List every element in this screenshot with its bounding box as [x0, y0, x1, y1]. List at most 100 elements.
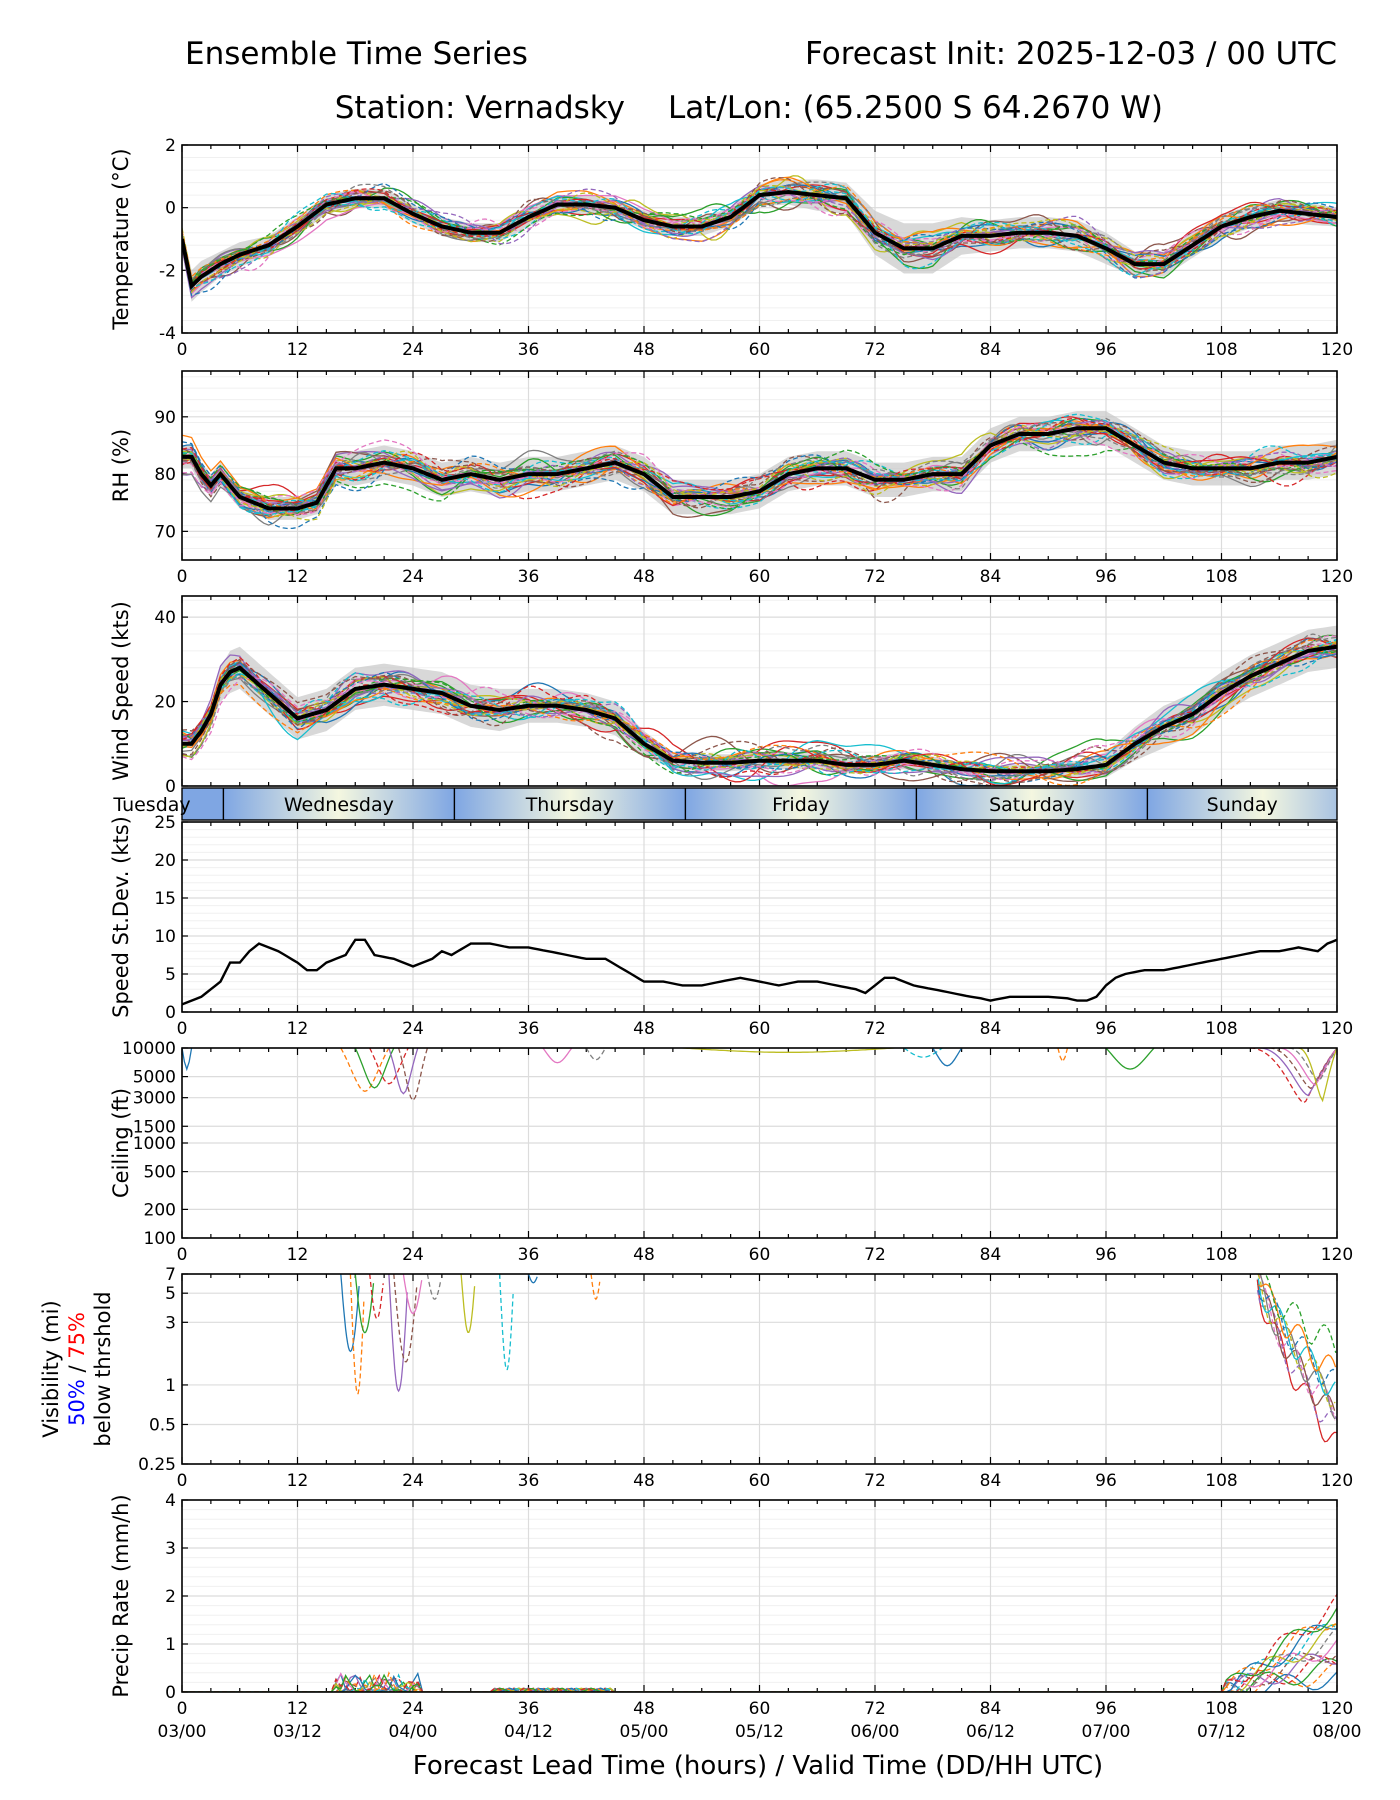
ceiling-x-tick-label: 108 — [1205, 1245, 1237, 1265]
visibility-late-member-2 — [1256, 1290, 1337, 1423]
ceiling-x-tick-label: 72 — [864, 1245, 886, 1265]
valid-time-label: 07/12 — [1197, 1722, 1246, 1742]
visibility-y-tick-label: 5 — [165, 1284, 176, 1304]
precip-member-13 — [182, 1607, 1337, 1692]
day-label-sunday: Sunday — [1207, 794, 1278, 816]
temperature-x-tick-label: 12 — [287, 340, 309, 360]
wind-member-21 — [182, 653, 1337, 783]
x-axis-label: Forecast Lead Time (hours) / Valid Time … — [413, 1751, 1103, 1781]
precip-x-tick-label: 108 — [1205, 1699, 1237, 1719]
visibility-member-11 — [527, 1274, 538, 1284]
rh-member-24 — [182, 417, 1337, 512]
visibility-member-4 — [369, 1274, 384, 1320]
temperature-plot — [182, 175, 1337, 302]
speed_sd-x-tick-label: 24 — [402, 1019, 424, 1039]
ceiling-y-tick-label: 1000 — [133, 1134, 176, 1154]
ceiling-member-17 — [1279, 1048, 1337, 1086]
temperature-y-tick-label: -2 — [159, 261, 176, 281]
temperature-x-tick-label: 36 — [518, 340, 540, 360]
speed_sd-x-tick-label: 96 — [1095, 1019, 1117, 1039]
rh-y-tick-label: 80 — [154, 465, 176, 485]
precip-x-tick-label: 0 — [177, 1699, 188, 1719]
visibility-ylabel: Visibility (mi) — [39, 1300, 63, 1437]
temperature-x-tick-label: 120 — [1321, 340, 1353, 360]
rh-x-tick-label: 120 — [1321, 567, 1353, 587]
visibility-late-member-9 — [1258, 1283, 1337, 1372]
visibility-late-member-10 — [1258, 1274, 1337, 1353]
ceiling-x-tick-label: 48 — [633, 1245, 655, 1265]
visibility-y-tick-label: 0.5 — [149, 1415, 176, 1435]
rh-x-tick-label: 36 — [518, 567, 540, 587]
day-band-fill — [1147, 788, 1337, 820]
vis-50-label: 50% — [65, 1379, 89, 1426]
visibility-late-member-8 — [1257, 1289, 1336, 1386]
speed_sd-y-tick-label: 25 — [154, 813, 176, 833]
visibility-x-tick-label: 36 — [518, 1471, 540, 1491]
day-band-segment: Saturday — [915, 788, 1148, 820]
day-label-wednesday: Wednesday — [284, 794, 394, 816]
day-band-segment: Friday — [684, 788, 917, 820]
ceiling-member-12 — [1057, 1048, 1069, 1063]
visibility-y-tick-label: 3 — [165, 1313, 176, 1333]
visibility-y-tick-label: 7 — [165, 1265, 176, 1285]
valid-time-label: 08/00 — [1313, 1722, 1362, 1742]
speed_sd-x-tick-label: 60 — [749, 1019, 771, 1039]
day-label-saturday: Saturday — [989, 794, 1075, 816]
speed_sd-y-tick-label: 5 — [165, 965, 176, 985]
visibility-member-3 — [354, 1274, 375, 1334]
visibility-ylabel-group: Visibility (mi) 50% / 75% below thrshold — [39, 1291, 115, 1446]
valid-time-label: 05/12 — [735, 1722, 784, 1742]
precip-frame — [181, 1499, 1338, 1693]
rh-x-tick-label: 96 — [1095, 567, 1117, 587]
day-band-fill — [454, 788, 686, 820]
precip-ylabel: Precip Rate (mm/h) — [109, 1494, 133, 1697]
speed_sd-ylabel: Speed St.Dev. (kts) — [109, 816, 133, 1018]
ceiling-member-5 — [388, 1048, 419, 1095]
visibility-member-9 — [460, 1274, 476, 1334]
temperature-x-tick-label: 108 — [1205, 340, 1237, 360]
temperature-y-tick-label: 0 — [165, 199, 176, 219]
ceiling-x-tick-label: 60 — [749, 1245, 771, 1265]
ceiling-member-19 — [1298, 1048, 1337, 1103]
wind-ylabel: Wind Speed (kts) — [109, 601, 133, 781]
valid-time-label: 03/00 — [158, 1722, 207, 1742]
wind-member-20 — [182, 638, 1337, 775]
visibility-below-label: below thrshold — [91, 1291, 115, 1446]
ceiling-member-9 — [682, 1048, 895, 1053]
ceiling-y-tick-label: 200 — [144, 1200, 176, 1220]
wind-member-13 — [182, 650, 1337, 781]
visibility-x-tick-label: 108 — [1205, 1471, 1237, 1491]
visibility-member-12 — [590, 1274, 601, 1301]
temperature-y-tick-label: -4 — [159, 324, 176, 344]
rh-member-25 — [182, 427, 1337, 508]
day-label-thursday: Thursday — [525, 794, 614, 816]
temperature-x-tick-label: 72 — [864, 340, 886, 360]
ceiling-member-3 — [354, 1048, 395, 1089]
precip-member-7 — [182, 1639, 1337, 1692]
ceiling-member-10 — [903, 1048, 943, 1058]
ceiling-member-16 — [1269, 1048, 1337, 1090]
precip-plot — [182, 1594, 1337, 1692]
visibility-x-tick-label: 60 — [749, 1471, 771, 1491]
day-band-segment: Sunday — [1146, 788, 1337, 820]
rh-member-30 — [182, 413, 1337, 516]
ceiling-member-6 — [397, 1048, 429, 1102]
rh-x-tick-label: 108 — [1205, 567, 1237, 587]
wind-plot — [182, 625, 1337, 786]
day-label-friday: Friday — [772, 794, 830, 816]
precip-x-tick-label: 96 — [1095, 1699, 1117, 1719]
temperature-member-19 — [182, 187, 1337, 280]
wind-member-23 — [182, 650, 1337, 780]
rh-member-28 — [182, 417, 1337, 518]
rh-x-tick-label: 84 — [980, 567, 1002, 587]
speed_sd-y-tick-label: 15 — [154, 889, 176, 909]
ceiling-ylabel: Ceiling (ft) — [109, 1088, 133, 1198]
precip-x-tick-label: 84 — [980, 1699, 1002, 1719]
speed_sd-mean-line — [182, 938, 1337, 1006]
station-label: Station: Vernadsky — [335, 90, 625, 126]
speed_sd-x-tick-label: 48 — [633, 1019, 655, 1039]
visibility-plot — [340, 1274, 1337, 1443]
ceiling-y-tick-label: 3000 — [133, 1089, 176, 1109]
precip-x-tick-label: 72 — [864, 1699, 886, 1719]
